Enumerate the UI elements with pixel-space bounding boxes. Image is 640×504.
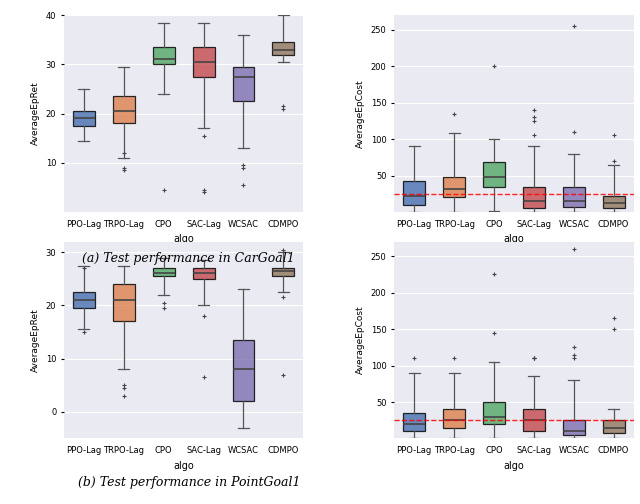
PathPatch shape	[232, 67, 255, 101]
Y-axis label: AverageEpRet: AverageEpRet	[31, 308, 40, 372]
PathPatch shape	[523, 186, 545, 208]
Y-axis label: AverageEpCost: AverageEpCost	[356, 79, 365, 148]
PathPatch shape	[563, 420, 585, 435]
PathPatch shape	[403, 181, 425, 205]
PathPatch shape	[273, 42, 294, 54]
PathPatch shape	[443, 177, 465, 198]
PathPatch shape	[193, 47, 214, 77]
PathPatch shape	[153, 47, 175, 65]
PathPatch shape	[73, 111, 95, 126]
PathPatch shape	[273, 268, 294, 276]
X-axis label: algo: algo	[173, 461, 194, 471]
PathPatch shape	[113, 96, 135, 123]
PathPatch shape	[483, 162, 505, 186]
Text: (b) Test performance in PointGoal1: (b) Test performance in PointGoal1	[77, 476, 300, 489]
PathPatch shape	[113, 284, 135, 322]
Text: (a) Test performance in CarGoal1: (a) Test performance in CarGoal1	[83, 252, 295, 265]
PathPatch shape	[153, 268, 175, 276]
PathPatch shape	[403, 413, 425, 431]
X-axis label: algo: algo	[504, 461, 524, 471]
X-axis label: algo: algo	[173, 234, 194, 244]
PathPatch shape	[603, 420, 625, 432]
PathPatch shape	[443, 409, 465, 427]
PathPatch shape	[563, 186, 585, 207]
X-axis label: algo: algo	[504, 234, 524, 244]
PathPatch shape	[73, 292, 95, 308]
PathPatch shape	[523, 409, 545, 431]
PathPatch shape	[483, 402, 505, 424]
Y-axis label: AverageEpCost: AverageEpCost	[356, 306, 365, 374]
PathPatch shape	[603, 196, 625, 208]
PathPatch shape	[193, 268, 214, 279]
Y-axis label: AverageEpRet: AverageEpRet	[31, 82, 40, 146]
PathPatch shape	[232, 340, 255, 401]
